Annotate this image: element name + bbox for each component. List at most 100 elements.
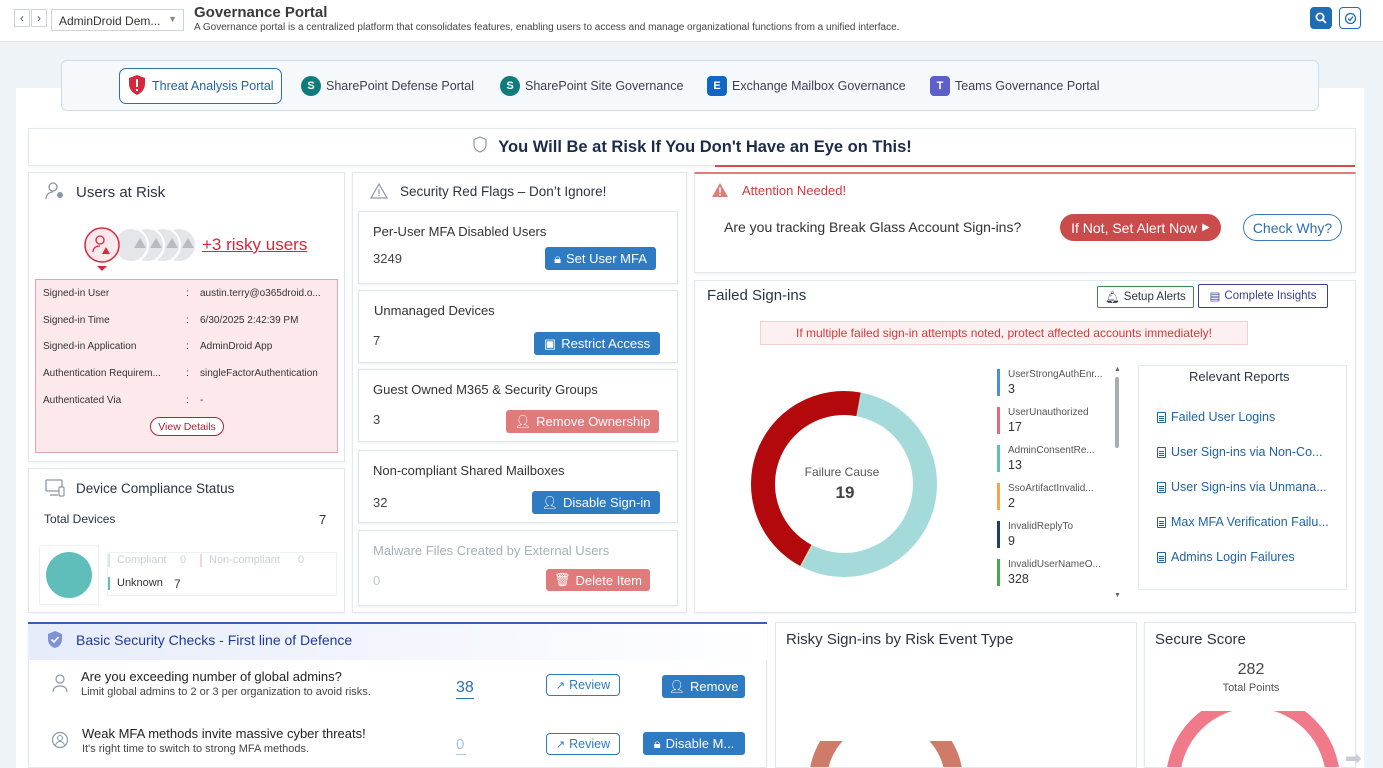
- button-label: Set User MFA: [566, 251, 647, 266]
- risky-user-avatars[interactable]: [84, 225, 204, 278]
- donut-label: Failure Cause: [805, 465, 880, 479]
- detail-separator: :: [186, 288, 189, 299]
- divider: [715, 165, 1355, 167]
- setup-alerts-button[interactable]: 🔔︎ Setup Alerts: [1097, 286, 1194, 308]
- donut-segment[interactable]: [801, 392, 937, 577]
- check-why-button[interactable]: Check Why?: [1243, 214, 1342, 241]
- detail-separator: :: [186, 368, 189, 379]
- tab-sharepoint-defense[interactable]: S SharePoint Defense Portal: [301, 68, 474, 104]
- detail-label: Signed-in Time: [43, 315, 110, 326]
- top-bar: ‹ › AdminDroid Dem... ▼ Governance Portal…: [0, 0, 1383, 42]
- tenant-select[interactable]: AdminDroid Dem... ▼: [51, 9, 184, 31]
- view-details-button[interactable]: View Details: [150, 417, 224, 436]
- restrict-access-button[interactable]: ▣ Restrict Access: [534, 332, 660, 355]
- scroll-thumb[interactable]: [1115, 377, 1119, 448]
- detail-value: -: [200, 395, 204, 406]
- review-button[interactable]: ↗ Review: [546, 674, 620, 696]
- device-donut: [39, 545, 99, 605]
- scroll-down-icon[interactable]: ▼: [1114, 592, 1121, 599]
- failed-warning: If multiple failed sign-in attempts note…: [760, 321, 1248, 345]
- button-label: Disable M...: [665, 736, 735, 751]
- basic-security-title: Basic Security Checks - First line of De…: [76, 632, 353, 648]
- page-title: Governance Portal: [194, 4, 328, 21]
- set-user-mfa-button[interactable]: 🔒︎ Set User MFA: [545, 247, 656, 270]
- scroll-up-icon[interactable]: ▲: [1114, 366, 1121, 373]
- tab-threat-analysis[interactable]: Threat Analysis Portal: [119, 68, 282, 104]
- lock-icon: 🔒︎: [653, 735, 661, 751]
- teams-icon: T: [930, 76, 950, 96]
- remove-admins-button[interactable]: 👤︎ Remove: [662, 675, 745, 698]
- tab-exchange-mailbox[interactable]: E Exchange Mailbox Governance: [707, 68, 906, 104]
- report-link[interactable]: Max MFA Verification Failu...: [1157, 515, 1329, 529]
- sharepoint-icon: S: [301, 76, 321, 96]
- delete-item-button[interactable]: 🗑︎ Delete Item: [546, 569, 650, 591]
- search-icon[interactable]: [1310, 7, 1332, 29]
- legend-label: UserStrongAuthEnr...: [1008, 369, 1103, 380]
- tab-label: SharePoint Defense Portal: [326, 79, 475, 93]
- set-alert-now-button[interactable]: If Not, Set Alert Now ▶: [1060, 214, 1221, 241]
- legend-scrollbar[interactable]: ▲ ▼: [1114, 366, 1121, 602]
- report-link[interactable]: User Sign-ins via Non-Co...: [1157, 445, 1322, 459]
- secure-score-gauge: [1167, 711, 1339, 767]
- donut-value: 19: [836, 483, 855, 502]
- lock-icon: 🔒︎: [554, 250, 561, 266]
- flag-title: Malware Files Created by External Users: [373, 543, 610, 558]
- flag-value: 7: [373, 333, 381, 348]
- attention-title: Attention Needed!: [742, 183, 847, 198]
- detail-separator: :: [186, 315, 189, 326]
- button-label: If Not, Set Alert Now: [1071, 219, 1198, 236]
- legend-label: Non-compliant: [209, 554, 280, 566]
- legend-value: 3: [1008, 382, 1015, 396]
- check-description: Limit global admins to 2 or 3 per organi…: [81, 686, 371, 698]
- flag-item: Guest Owned M365 & Security Groups 3 👤︎ R…: [358, 369, 678, 442]
- legend-item[interactable]: UserUnauthorized 17: [997, 407, 1107, 434]
- alert-triangle-icon: [711, 182, 729, 201]
- disable-mfa-button[interactable]: 🔒︎ Disable M...: [643, 732, 745, 755]
- weak-mfa-count[interactable]: 0: [456, 736, 466, 755]
- flag-value: 32: [373, 495, 388, 510]
- forward-icon[interactable]: ›: [31, 9, 47, 27]
- disable-sign-in-button[interactable]: 👤︎ Disable Sign-in: [532, 491, 660, 514]
- detail-value: 6/30/2025 2:42:39 PM: [200, 315, 299, 326]
- legend-item[interactable]: InvalidUserNameO... 328: [997, 559, 1107, 586]
- risky-sign-ins-card: Risky Sign-ins by Risk Event Type: [775, 622, 1137, 768]
- flag-title: Per-User MFA Disabled Users: [373, 224, 547, 239]
- legend-value: 0: [180, 554, 187, 566]
- relevant-reports-title: Relevant Reports: [1189, 369, 1290, 384]
- legend-label: Unknown: [117, 577, 163, 589]
- risky-users-link[interactable]: +3 risky users: [202, 235, 308, 254]
- tab-label: Teams Governance Portal: [955, 79, 1100, 93]
- document-icon: [1157, 551, 1166, 563]
- check-description: It's right time to switch to strong MFA …: [82, 743, 310, 755]
- button-label: Complete Insights: [1224, 290, 1317, 302]
- failure-cause-donut: Failure Cause 19: [751, 391, 937, 577]
- tab-teams-governance[interactable]: T Teams Governance Portal: [930, 68, 1100, 104]
- legend-value: 328: [1008, 572, 1029, 586]
- complete-insights-button[interactable]: ▤ Complete Insights: [1198, 284, 1328, 308]
- history-icon[interactable]: [1339, 7, 1361, 29]
- legend-item[interactable]: SsoArtifactInvalid... 2: [997, 483, 1107, 510]
- legend-item[interactable]: AdminConsentRe... 13: [997, 445, 1107, 472]
- review-button[interactable]: ↗ Review: [546, 733, 620, 755]
- report-link[interactable]: Failed User Logins: [1157, 410, 1275, 424]
- sharepoint-icon: S: [500, 76, 520, 96]
- report-link[interactable]: Admins Login Failures: [1157, 550, 1295, 564]
- document-icon: [1157, 516, 1166, 528]
- tab-sharepoint-site[interactable]: S SharePoint Site Governance: [500, 68, 683, 104]
- remove-ownership-button[interactable]: 👤︎ Remove Ownership: [506, 410, 659, 433]
- legend-item[interactable]: UserStrongAuthEnr... 3: [997, 369, 1107, 396]
- basic-security-header: [28, 622, 767, 660]
- donut-segment[interactable]: [751, 391, 861, 566]
- detail-value: singleFactorAuthentication: [200, 368, 318, 379]
- scroll-right-icon[interactable]: ➡: [1345, 748, 1362, 768]
- report-link[interactable]: User Sign-ins via Unmana...: [1157, 480, 1327, 494]
- back-icon[interactable]: ‹: [14, 9, 30, 27]
- report-label: User Sign-ins via Unmana...: [1171, 480, 1327, 494]
- red-flags-title: Security Red Flags – Don’t Ignore!: [400, 184, 607, 199]
- tab-label: SharePoint Site Governance: [525, 79, 684, 93]
- legend-value: 17: [1008, 420, 1022, 434]
- user-alert-icon: [45, 181, 65, 204]
- tab-label: Exchange Mailbox Governance: [732, 79, 906, 93]
- global-admin-count[interactable]: 38: [456, 679, 474, 699]
- legend-item[interactable]: InvalidReplyTo 9: [997, 521, 1107, 548]
